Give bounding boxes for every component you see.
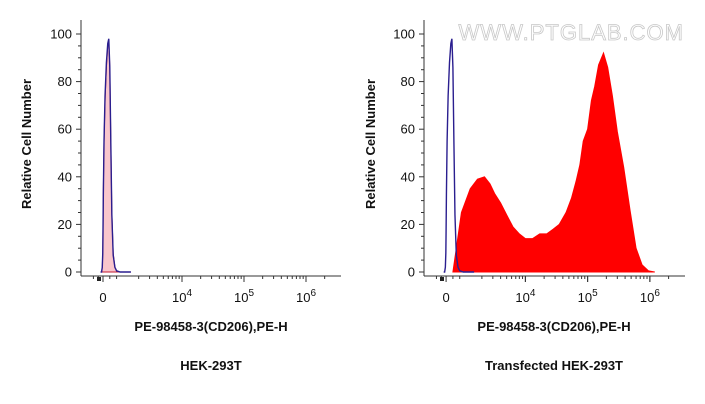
series-2-line xyxy=(443,38,475,273)
y-tick-label: 20 xyxy=(58,217,72,232)
x-tick-label: 104 xyxy=(515,288,535,305)
series-1-area xyxy=(452,51,655,273)
x-tick-exponent: 6 xyxy=(654,288,660,299)
y-axis-title: Relative Cell Number xyxy=(19,79,34,209)
x-tick-label: 106 xyxy=(296,288,316,305)
y-tick-label: 100 xyxy=(393,27,415,42)
x-tick-label: 104 xyxy=(172,288,192,305)
y-tick-label: 0 xyxy=(65,265,72,280)
x-tick-label: 0 xyxy=(99,290,106,305)
x-tick-exponent: 5 xyxy=(592,288,598,299)
y-tick-label: 100 xyxy=(50,27,72,42)
x-tick-label: 106 xyxy=(640,288,660,305)
y-tick-label: 20 xyxy=(401,217,415,232)
x-axis-anchor-mark xyxy=(440,277,444,281)
y-tick-label: 60 xyxy=(401,122,415,137)
x-tick-exponent: 6 xyxy=(310,288,316,299)
y-tick-label: 80 xyxy=(58,74,72,89)
chart-panel-1: 0 20 40 60 80 100 0 104 105 106 Relative Cell Numb… xyxy=(19,20,341,373)
y-tick-label: 0 xyxy=(408,265,415,280)
x-axis-anchor-mark xyxy=(97,277,101,281)
series-1-area xyxy=(100,41,131,273)
y-tick-label: 40 xyxy=(58,169,72,184)
series-2-line xyxy=(100,38,131,273)
x-tick-exponent: 4 xyxy=(530,288,536,299)
x-tick-label: 105 xyxy=(234,288,254,305)
chart-panel-2: 0 20 40 60 80 100 0 104 105 106 Relative Cell Numb… xyxy=(363,20,685,373)
panel-caption: Transfected HEK-293T xyxy=(485,358,623,373)
y-tick-label: 40 xyxy=(401,169,415,184)
y-tick-label: 80 xyxy=(401,74,415,89)
x-tick-label: 0 xyxy=(442,290,449,305)
x-axis-title: PE-98458-3(CD206),PE-H xyxy=(134,319,287,334)
x-tick-label: 105 xyxy=(578,288,598,305)
watermark-text: WWW.PTGLAB.COM xyxy=(459,20,684,45)
y-axis-title: Relative Cell Number xyxy=(363,79,378,209)
panel-caption: HEK-293T xyxy=(180,358,241,373)
x-axis-title: PE-98458-3(CD206),PE-H xyxy=(477,319,630,334)
x-tick-exponent: 4 xyxy=(186,288,192,299)
y-tick-label: 60 xyxy=(58,122,72,137)
x-tick-exponent: 5 xyxy=(248,288,254,299)
